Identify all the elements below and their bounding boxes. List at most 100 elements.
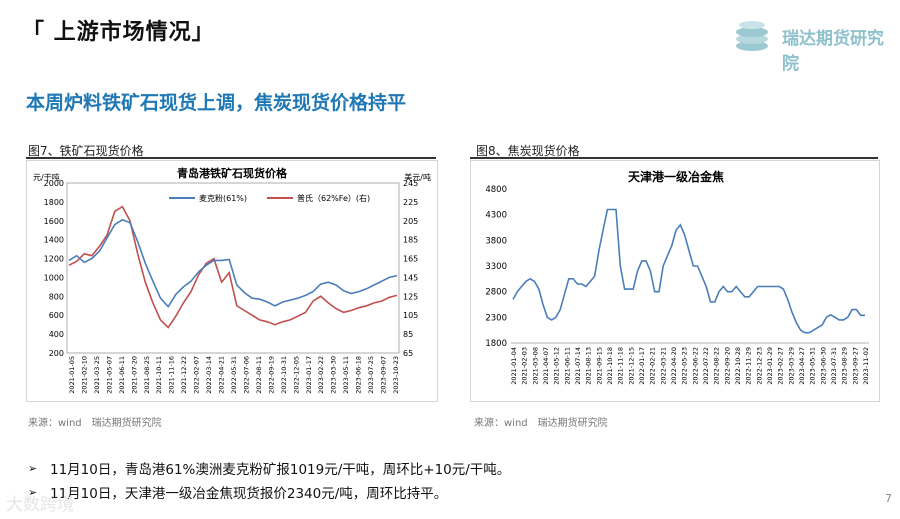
x-tick-label: 2023-05-11	[342, 356, 350, 394]
bullet-text: 11月10日，天津港一级冶金焦现货报价2340元/吨，周环比持平。	[50, 486, 448, 502]
arrow-bullet-icon: ➢	[28, 485, 38, 499]
x-tick-label: 2022-11-29	[745, 347, 753, 385]
x-tick-label: 2023-03-29	[787, 347, 795, 385]
y-tick-right: 185	[403, 236, 418, 245]
y-tick-right: 85	[403, 330, 413, 339]
x-tick-label: 2023-05-31	[809, 347, 817, 385]
x-tick-label: 2023-10-23	[392, 356, 400, 394]
y-tick-left: 1600	[44, 217, 64, 226]
x-tick-label: 2021-10-18	[606, 347, 614, 385]
x-tick-label: 2021-11-18	[617, 347, 625, 385]
y-tick-left: 600	[49, 311, 64, 320]
caption-rule	[26, 157, 436, 159]
x-tick-label: 2021-02-10	[80, 356, 88, 394]
x-tick-label: 2023-04-27	[798, 347, 806, 385]
x-tick-label: 2022-12-05	[292, 356, 300, 394]
bullet-list: ➢ 11月10日，青岛港61%澳洲麦克粉矿报1019元/干吨，周环比+10元/干…	[28, 456, 510, 504]
x-tick-label: 2022-03-14	[205, 356, 213, 394]
plot-frame	[66, 182, 400, 354]
x-tick-label: 2022-05-31	[230, 356, 238, 394]
x-tick-label: 2023-07-25	[367, 356, 375, 394]
bullet-text: 11月10日，青岛港61%澳洲麦克粉矿报1019元/干吨，周环比+10元/干吨。	[50, 462, 511, 478]
x-tick-label: 2021-05-07	[105, 356, 113, 394]
series-line-coke	[512, 208, 865, 334]
y-tick-left: 400	[49, 330, 64, 339]
x-tick-label: 2023-11-02	[862, 347, 870, 385]
watermark: 大数跨境	[6, 495, 74, 515]
x-tick-label: 2023-08-29	[841, 347, 849, 385]
chart-title: 青岛港铁矿石现货价格	[177, 166, 288, 180]
x-tick-label: 2021-10-11	[155, 356, 163, 394]
y-tick-left: 1800	[44, 198, 64, 207]
x-tick-label: 2021-06-11	[118, 356, 126, 394]
x-tick-label: 2023-06-18	[355, 356, 363, 394]
x-tick-label: 2021-12-15	[627, 347, 635, 385]
x-tick-label: 2023-02-27	[777, 347, 785, 385]
x-tick-label: 2021-12-22	[180, 356, 188, 394]
x-tick-label: 2022-07-06	[242, 356, 250, 394]
legend-label-platts: 普氏（62%Fe）(右)	[297, 193, 370, 203]
x-tick-label: 2022-08-22	[713, 347, 721, 385]
x-tick-label: 2021-11-16	[168, 356, 176, 394]
bullet-item: ➢ 11月10日，青岛港61%澳洲麦克粉矿报1019元/干吨，周环比+10元/干…	[28, 456, 510, 480]
x-tick-label: 2022-04-20	[670, 347, 678, 385]
y-tick-right: 105	[403, 311, 418, 320]
x-tick-label: 2023-02-22	[317, 356, 325, 394]
y-tick: 2300	[485, 313, 507, 323]
x-tick-label: 2022-07-22	[702, 347, 710, 385]
x-tick-label: 2021-07-20	[130, 356, 138, 394]
page-number: 7	[885, 492, 892, 505]
x-tick-label: 2023-01-29	[766, 347, 774, 385]
x-tick-label: 2022-02-07	[193, 356, 201, 394]
x-tick-label: 2023-07-31	[830, 347, 838, 385]
y-tick: 3800	[485, 236, 507, 246]
x-tick-label: 2022-02-21	[649, 347, 657, 385]
x-tick-label: 2023-09-27	[851, 347, 859, 385]
iron-ore-chart: 青岛港铁矿石现货价格 元/干吨 美元/吨 200 400 600 800 1000 1200 14…	[26, 160, 438, 402]
headline: 本周炉料铁矿石现货上调，焦炭现货价格持平	[26, 92, 407, 114]
x-tick-label: 2022-09-20	[723, 347, 731, 385]
x-tick-label: 2022-05-23	[681, 347, 689, 385]
x-tick-label: 2021-03-08	[531, 347, 539, 385]
figure-8-source: 来源：wind 瑞达期货研究院	[474, 418, 608, 429]
x-tick-label: 2021-01-04	[510, 347, 518, 385]
x-tick-label: 2023-01-17	[305, 356, 313, 394]
series-line-platts	[68, 205, 398, 329]
x-tick-label: 2021-09-15	[595, 347, 603, 385]
coin-stack-icon	[736, 21, 768, 51]
logo-text: 瑞达期货研究院	[782, 29, 884, 74]
caption-rule	[470, 157, 878, 159]
x-tick-label: 2022-10-28	[734, 347, 742, 385]
x-tick-label: 2022-01-17	[638, 347, 646, 385]
x-tick-label: 2023-03-30	[330, 356, 338, 394]
x-tick-label: 2021-02-03	[521, 347, 529, 385]
x-tick-label: 2022-08-11	[255, 356, 263, 394]
x-tick-label: 2022-06-22	[691, 347, 699, 385]
y-tick-left: 1400	[44, 236, 64, 245]
x-tick-label: 2021-05-12	[553, 347, 561, 385]
coke-chart: 天津港一级冶金焦 1800 2300 2800 3300 3800 4300 4800 2021…	[470, 160, 880, 402]
figure-7-source: 来源：wind 瑞达期货研究院	[28, 418, 162, 429]
x-tick-label: 2022-10-31	[280, 356, 288, 394]
y-tick: 4800	[485, 185, 507, 195]
y-tick-left: 2000	[44, 179, 64, 188]
x-tick-label: 2021-08-25	[143, 356, 151, 394]
y-tick: 3300	[485, 262, 507, 272]
figure-7-caption: 图7、铁矿石现货价格	[28, 144, 144, 158]
x-tick-label: 2022-12-23	[755, 347, 763, 385]
x-tick-label: 2023-09-07	[380, 356, 388, 394]
x-tick-label: 2022-04-21	[218, 356, 226, 394]
y-tick-left: 1200	[44, 255, 64, 264]
y-tick-right: 125	[403, 292, 418, 301]
brand-logo: 瑞达期货研究院	[730, 14, 890, 74]
y-tick-right: 165	[403, 255, 418, 264]
x-tick-label: 2022-09-19	[267, 356, 275, 394]
page-title: 「 上游市场情况」	[22, 20, 215, 45]
chart-title: 天津港一级冶金焦	[628, 169, 724, 184]
x-tick-label: 2021-07-14	[574, 347, 582, 385]
y-axis-right-label: 美元/吨	[404, 172, 431, 182]
x-tick-label: 2021-08-13	[585, 347, 593, 385]
x-tick-label: 2023-06-30	[819, 347, 827, 385]
y-tick-left: 200	[49, 349, 64, 358]
y-tick-right: 65	[403, 349, 413, 358]
